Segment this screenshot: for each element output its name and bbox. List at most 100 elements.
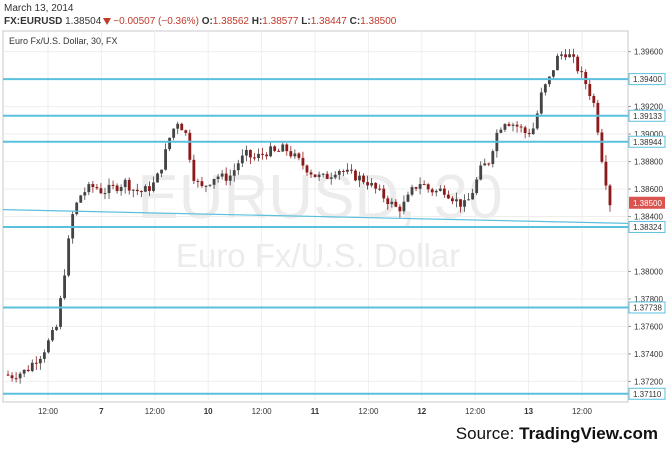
candle-body [499,129,503,133]
candle-body [42,352,46,359]
high-value: 1.38577 [262,16,299,27]
candle-body [442,188,446,195]
candle-body [422,184,426,186]
source-credit: Source: TradingView.com [456,424,658,444]
last-price-box [629,196,665,209]
candle-body [350,169,353,171]
candle-body [434,190,438,193]
candle-body [487,163,491,165]
candle-body [131,189,135,191]
candle-body [220,173,224,177]
candle-body [83,192,87,196]
candle-body [107,184,111,194]
y-tick-label: 1.38400 [634,213,663,222]
candle-body [208,184,212,186]
candle-body [188,132,192,160]
candle-body [216,176,220,179]
x-tick-label: 11 [311,407,320,416]
candle-body [196,180,200,182]
last-price: 1.38504 [65,16,102,27]
close-value: 1.38500 [360,16,397,27]
y-tick-label: 1.37400 [634,350,663,359]
candle-body [467,199,470,201]
candle-body [341,170,345,172]
candle-body [277,150,281,152]
candle-body [402,201,406,212]
candle-body [390,201,394,205]
candle-body [608,185,612,206]
candle-body [491,151,495,164]
low-label: L: [301,16,311,27]
candle-body [143,186,147,192]
candle-body [382,188,386,199]
candle-body [362,175,365,183]
candle-body [560,54,563,56]
y-tick-label: 1.37800 [634,295,663,304]
candle-body [301,157,305,166]
candle-body [600,132,604,162]
candle-body [6,374,10,376]
low-value: 1.38447 [310,16,347,27]
candle-body [119,187,123,192]
open-label: O: [201,16,213,27]
level-price-label: 1.37738 [633,303,662,312]
candle-body [378,188,382,190]
candle-body [394,201,398,207]
candle-body [354,170,357,181]
candle-body [135,189,139,192]
x-tick-label: 7 [99,407,104,416]
candle-body [333,174,337,178]
candle-body [34,362,38,364]
candle-body [305,165,309,173]
candle-body [269,146,273,157]
candle-body [180,123,184,131]
candle-body [249,149,252,158]
candle-body [547,76,551,85]
candle-body [148,186,151,191]
candle-body [527,133,531,135]
candle-body [30,362,34,372]
candle-body [47,340,50,353]
candle-body [285,144,289,152]
open-value: 1.38562 [212,16,249,27]
candle-body [576,56,580,72]
close-label: C: [349,16,361,27]
level-price-box [628,301,666,314]
candle-body [358,175,361,181]
candle-body [232,170,236,176]
candle-body [51,329,54,341]
source-brand: TradingView.com [519,424,658,443]
candle-body [568,54,571,58]
candle-body [370,183,374,186]
candle-body [168,137,172,150]
candle-body [406,194,410,202]
price-change: −0.00507 (−0.36%) [113,16,199,27]
level-price-label: 1.39400 [633,75,662,84]
candle-body [289,151,293,157]
candle-body [123,179,127,188]
candle-body [446,194,450,199]
candle-body [386,198,390,205]
candle-body [463,200,466,207]
candle-body [95,187,99,189]
level-price-box [628,387,666,400]
candle-body [176,123,180,129]
candle-body [539,92,543,114]
candle-body [172,128,176,138]
candle-body [273,146,277,151]
y-tick-label: 1.37200 [634,377,663,386]
candle-body [471,193,475,200]
candle-body [139,191,143,193]
candle-body [515,124,519,127]
candle-body [265,154,268,157]
candle-body [75,202,79,215]
trendline [2,209,629,224]
candle-body [204,185,208,187]
chart-date: March 13, 2014 [4,3,74,14]
candle-body [67,238,71,276]
candle-body [580,71,584,73]
candle-body [59,298,62,327]
candle-body [297,153,301,158]
candle-body [543,84,547,93]
